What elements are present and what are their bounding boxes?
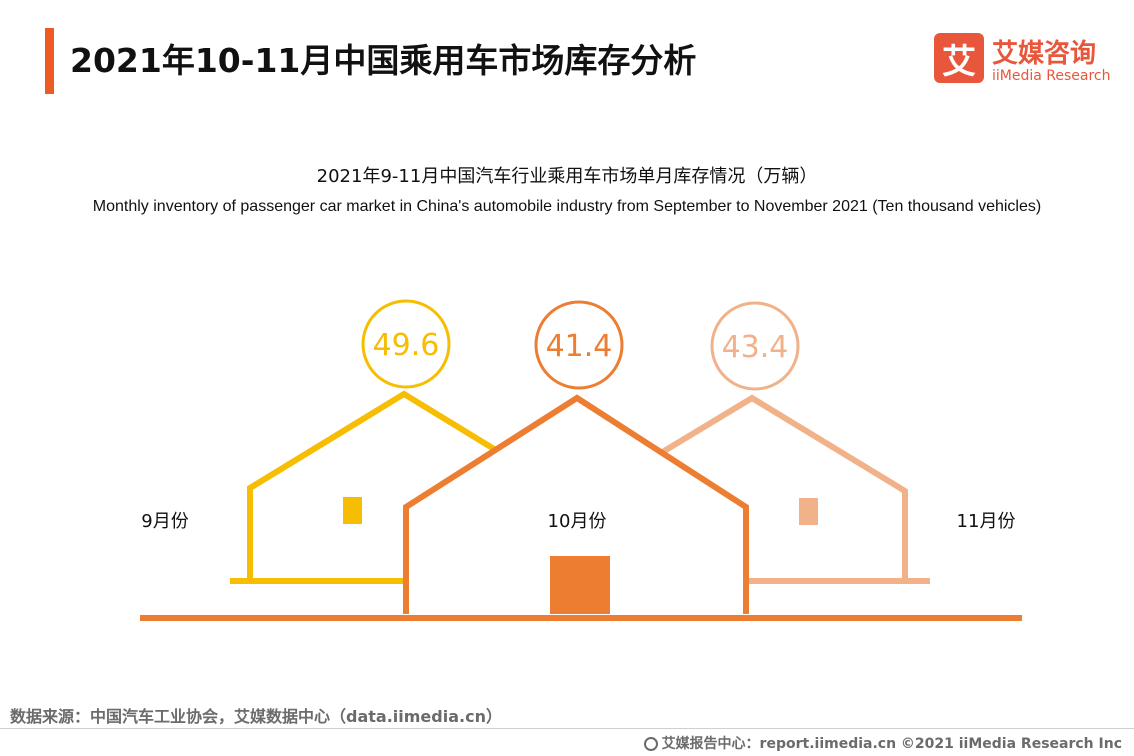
month-label-2: 10月份 xyxy=(548,511,607,532)
title-accent-bar xyxy=(45,28,54,94)
house-2 xyxy=(403,394,749,614)
chart-title-cn: 2021年9-11月中国汽车行业乘用车市场单月库存情况（万辆） xyxy=(316,166,818,187)
month-label-3: 11月份 xyxy=(957,511,1016,532)
value-circle-2 xyxy=(534,300,624,390)
logo-name-cn: 艾媒咨询 xyxy=(992,39,1097,69)
footer-divider xyxy=(0,728,1134,729)
value-circle-1 xyxy=(361,299,451,389)
house-window-3 xyxy=(799,498,818,525)
value-label-1: 49.6 xyxy=(373,328,440,363)
data-source-note: 数据来源：中国汽车工业协会，艾媒数据中心（data.iimedia.cn） xyxy=(10,707,502,726)
house-door-2 xyxy=(550,556,610,614)
iimedia-logo: 艾 艾媒咨询 iiMedia Research xyxy=(934,33,1114,89)
value-label-2: 41.4 xyxy=(546,329,613,364)
month-label-1: 9月份 xyxy=(141,511,188,532)
globe-icon xyxy=(643,737,658,751)
chart-title-en: Monthly inventory of passenger car marke… xyxy=(92,198,1042,215)
logo-name-en: iiMedia Research xyxy=(992,68,1111,84)
house-window-1 xyxy=(343,497,362,524)
logo-mark: 艾 xyxy=(934,33,984,83)
report-center-note: 艾媒报告中心：report.iimedia.cn ©2021 iiMedia R… xyxy=(643,733,1122,753)
value-circle-3 xyxy=(710,301,800,391)
value-label-3: 43.4 xyxy=(722,330,789,365)
report-center-text: 艾媒报告中心：report.iimedia.cn ©2021 iiMedia R… xyxy=(661,736,1122,752)
house-outline-2 xyxy=(403,394,749,614)
page-title: 2021年10-11月中国乘用车市场库存分析 xyxy=(70,41,697,80)
